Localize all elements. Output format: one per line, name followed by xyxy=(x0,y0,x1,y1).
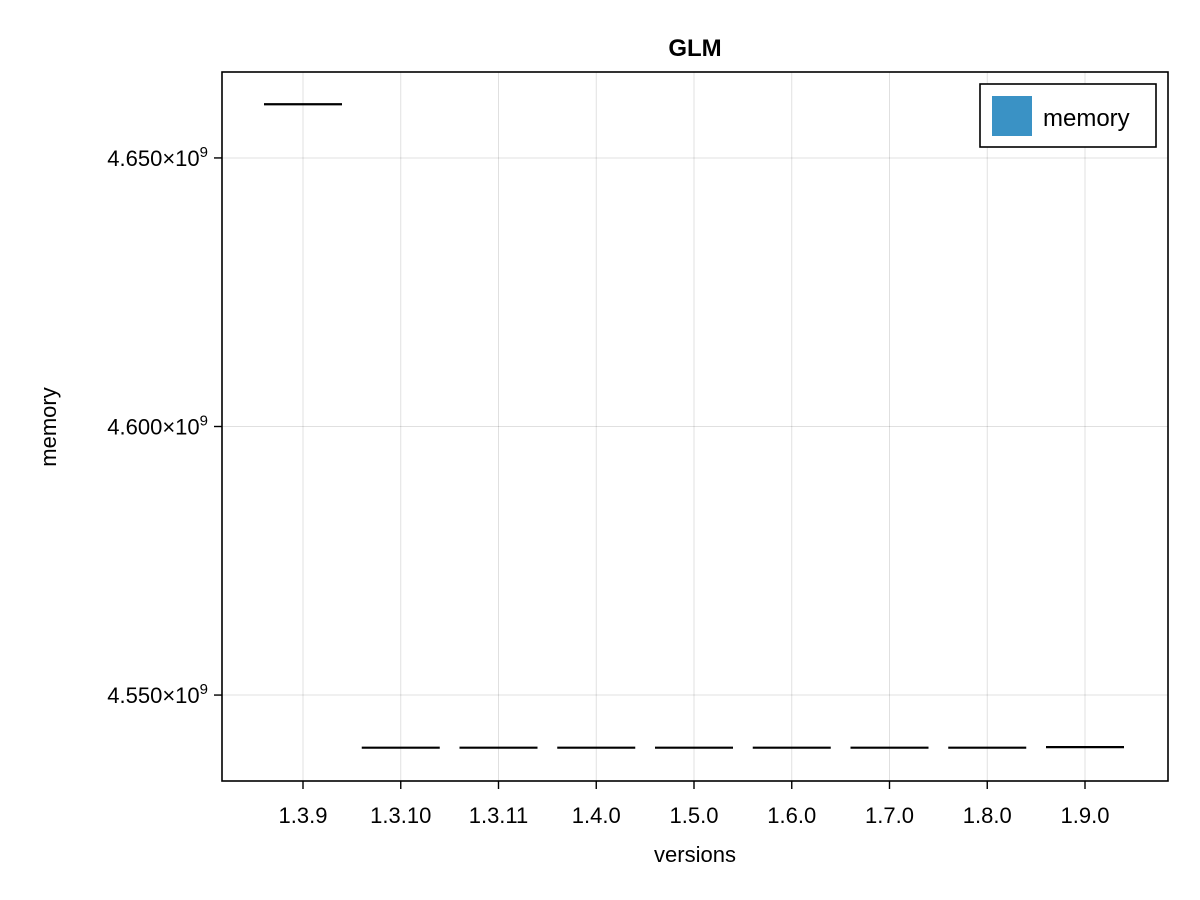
x-axis-ticks: 1.3.9 1.3.10 1.3.11 1.4.0 1.5.0 1.6.0 1.7.0 1.8… xyxy=(279,781,1110,828)
x-tick-label: 1.4.0 xyxy=(572,803,621,828)
y-tick-label: 4.550×109 xyxy=(107,681,208,708)
legend: memory xyxy=(979,83,1157,148)
y-tick-label: 4.600×109 xyxy=(107,413,208,440)
y-axis-ticks: 4.550×109 4.600×109 4.650×109 xyxy=(107,144,222,708)
x-tick-label: 1.8.0 xyxy=(963,803,1012,828)
y-axis-label: memory xyxy=(36,387,61,466)
legend-swatch xyxy=(992,96,1032,136)
legend-label: memory xyxy=(1043,105,1130,132)
x-axis-label: versions xyxy=(654,842,736,867)
x-tick-label: 1.3.9 xyxy=(279,803,328,828)
x-tick-label: 1.9.0 xyxy=(1061,803,1110,828)
data-marks xyxy=(264,103,1124,749)
x-tick-label: 1.7.0 xyxy=(865,803,914,828)
x-tick-label: 1.3.10 xyxy=(370,803,431,828)
x-tick-label: 1.6.0 xyxy=(767,803,816,828)
y-tick-label: 4.650×109 xyxy=(107,144,208,171)
x-tick-label: 1.5.0 xyxy=(670,803,719,828)
chart-title: GLM xyxy=(668,35,721,62)
grid-lines xyxy=(222,72,1168,781)
x-tick-label: 1.3.11 xyxy=(469,803,529,828)
